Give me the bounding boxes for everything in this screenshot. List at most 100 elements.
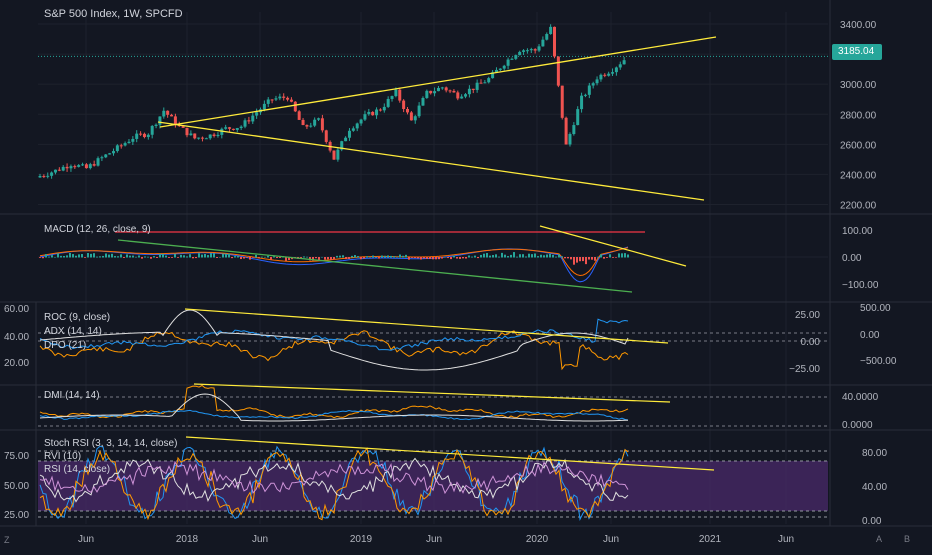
candle [77,165,81,167]
candle [220,128,224,135]
candle [162,110,166,117]
dmi-tick: 0.0000 [842,420,873,431]
candle [119,145,123,147]
candle [173,116,177,125]
dmi-adx [39,393,629,422]
macd-bar [477,257,479,259]
candle [50,172,54,176]
adx-label: ADX (14, 14) [44,326,102,337]
candle [522,50,526,52]
candle [69,166,73,169]
macd-bar [339,255,341,258]
macd-bar [210,253,212,258]
time-tick: 2020 [526,534,549,545]
candle [313,119,317,126]
macd-bar [480,254,482,258]
macd-bar [72,254,74,258]
macd-bar [534,253,536,258]
candle [587,85,591,95]
candle [158,116,162,125]
macd-bar [249,257,251,260]
macd-line [39,246,629,283]
macd-bar [465,257,467,259]
macd-bar [81,254,83,258]
macd-bar [219,256,221,258]
macd-bar [540,254,542,258]
candles [38,24,626,179]
macd-bar [360,257,362,260]
candle [537,46,541,51]
macd-bar [615,257,617,258]
candle [402,100,406,109]
candle [61,166,65,171]
candle [309,125,313,127]
macd-bar [159,253,161,258]
auto-scale-button[interactable]: A [875,534,882,544]
macd-bar [513,252,515,258]
candle [413,116,417,121]
candle [197,137,201,139]
candle [378,109,382,111]
macd-bar [351,255,353,258]
upper-trendline [159,36,717,128]
candle [142,133,146,138]
candle [541,39,545,47]
candle [595,79,599,84]
candle [185,127,189,136]
macd-bar [318,257,320,260]
candle [568,134,572,145]
macd-tick: 100.00 [842,226,873,237]
macd-bar [189,254,191,258]
macd-bar [177,257,179,258]
candle [247,120,251,122]
indicator-lines [39,246,629,521]
candle [347,130,351,138]
time-tick: Jun [778,534,794,545]
macd-bar [531,254,533,258]
candle [46,175,50,177]
candle [433,91,437,94]
macd-bar [597,256,599,258]
macd-bar [126,254,128,258]
macd-bar [276,257,278,259]
candle [251,115,255,122]
macd-bar [231,257,233,259]
macd-bar [411,257,413,258]
macd-bar [90,253,92,258]
candle [65,166,69,169]
macd-bar [306,256,308,258]
macd-bar [438,257,440,260]
candle [255,112,259,116]
candle [560,85,564,118]
macd-bar [555,256,557,258]
macd-bar [507,256,509,258]
candle [320,118,324,131]
candle [367,111,371,115]
macd-bar [525,256,527,258]
time-tick: 2019 [350,534,373,545]
macd-bar [579,257,581,262]
rvi-label: RVI (10) [44,451,82,462]
time-tick: Jun [252,534,268,545]
macd-bar [546,254,548,258]
roc-right-tick-a: 25.00 [795,310,820,321]
macd-bar [69,253,71,258]
macd-bar [429,257,431,259]
candle [514,55,518,59]
macd-bar [624,253,626,258]
macd-bar [435,257,437,260]
candle [104,154,108,158]
macd-bar [162,253,164,258]
candle [344,137,348,142]
time-tick: 2021 [699,534,722,545]
log-scale-button[interactable]: B [903,534,910,544]
macd-bar [558,254,560,258]
macd-bar [195,257,197,259]
macd-bar [192,257,194,259]
macd-bar [510,254,512,258]
corner-z-button[interactable]: Z [4,535,10,545]
macd-bar [264,256,266,258]
candle [425,90,429,98]
candle [467,88,471,95]
roc-left-tick: 60.00 [4,304,29,315]
